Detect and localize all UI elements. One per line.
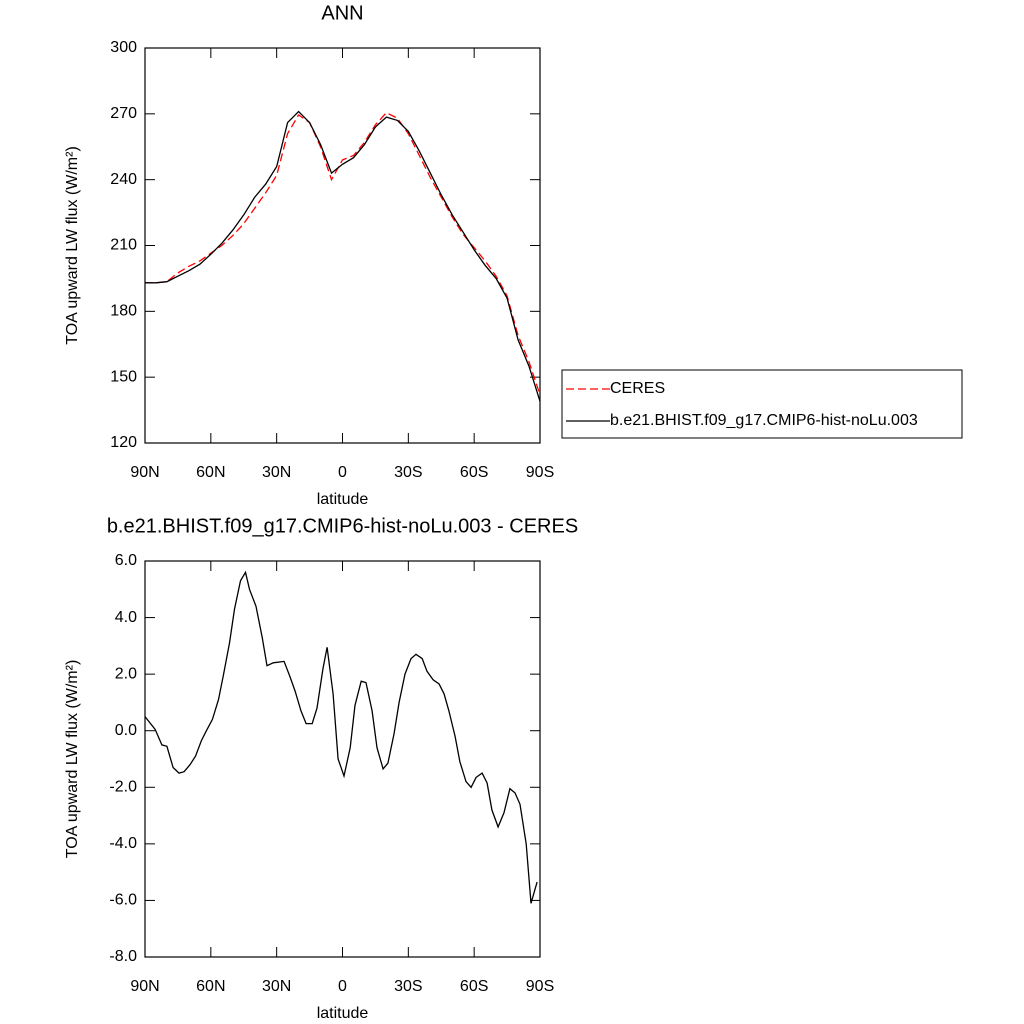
x-tick-label: 30N [262,464,291,481]
y-axis-title: TOA upward LW flux (W/m²) [64,146,81,345]
chart-title: ANN [321,2,363,24]
y-tick-label: 0.0 [115,722,137,739]
legend-box [561,369,963,439]
x-tick-label: 90S [526,978,554,995]
plot-frame [144,560,541,958]
y-axis-title: TOA upward LW flux (W/m²) [64,660,81,859]
legend-label: b.e21.BHIST.f09_g17.CMIP6-hist-noLu.003 [610,412,918,429]
y-tick-label: 120 [110,434,137,451]
x-tick-label: 60S [460,978,488,995]
x-tick-label: 0 [338,978,347,995]
y-tick-label: 300 [110,39,137,56]
plot-frame [144,47,541,444]
series-line [144,570,538,904]
series-line [145,111,541,395]
x-tick-label: 60N [196,978,225,995]
x-tick-label: 60S [460,464,488,481]
x-tick-label: 90N [130,978,159,995]
y-tick-label: 150 [110,368,137,385]
x-tick-label: 30N [262,978,291,995]
x-tick-label: 30S [394,464,422,481]
y-tick-label: 4.0 [115,609,137,626]
x-tick-label: 90S [526,464,554,481]
y-tick-label: -8.0 [109,948,137,965]
y-tick-label: 180 [110,303,137,320]
legend-label: CERES [610,380,665,397]
series-line [145,110,541,402]
x-tick-label: 0 [338,464,347,481]
y-tick-label: 2.0 [115,665,137,682]
chart-title: b.e21.BHIST.f09_g17.CMIP6-hist-noLu.003 … [107,515,578,537]
y-tick-label: -2.0 [109,779,137,796]
x-tick-label: 60N [196,464,225,481]
y-tick-label: -4.0 [109,835,137,852]
x-tick-label: 90N [130,464,159,481]
x-axis-title: latitude [317,491,369,508]
y-tick-label: 240 [110,171,137,188]
x-tick-label: 30S [394,978,422,995]
y-tick-label: -6.0 [109,892,137,909]
y-tick-label: 210 [110,237,137,254]
y-tick-label: 6.0 [115,552,137,569]
x-axis-title: latitude [317,1005,369,1022]
y-tick-label: 270 [110,105,137,122]
